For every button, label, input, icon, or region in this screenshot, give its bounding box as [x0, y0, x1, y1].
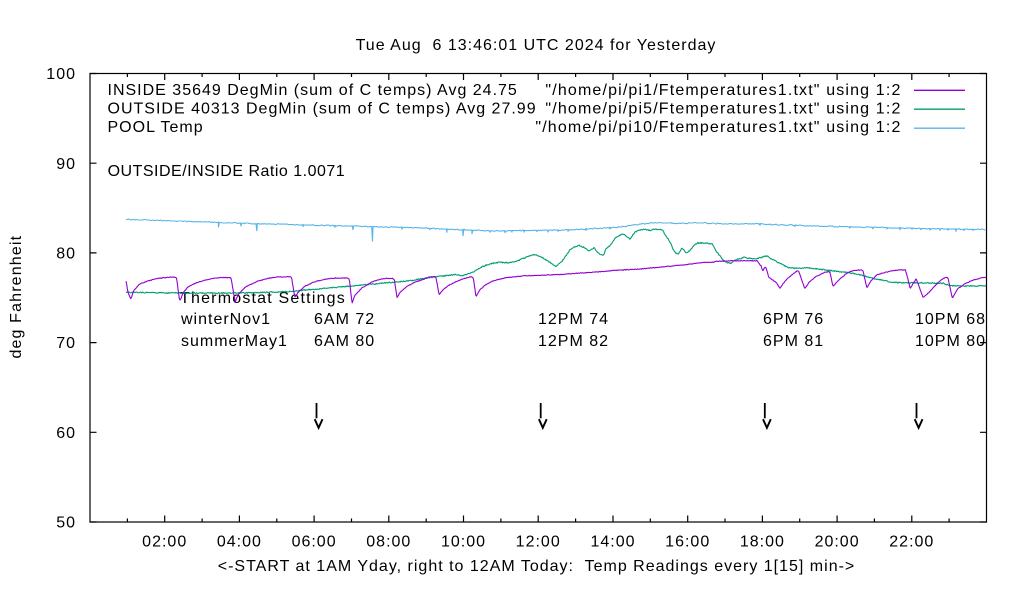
svg-text:02:00: 02:00: [142, 534, 187, 551]
svg-text:summerMay1: summerMay1: [181, 333, 288, 350]
svg-text:POOL Temp: POOL Temp: [108, 119, 204, 136]
svg-text:12PM 74: 12PM 74: [538, 311, 609, 328]
svg-text:INSIDE 35649 DegMin (sum of C: INSIDE 35649 DegMin (sum of C temps) Avg…: [108, 82, 518, 99]
svg-text:70: 70: [56, 335, 76, 352]
svg-text:"/home/pi/pi1/Ftemperatures1.t: "/home/pi/pi1/Ftemperatures1.txt" using …: [545, 82, 901, 99]
svg-text:"/home/pi/pi5/Ftemperatures1.t: "/home/pi/pi5/Ftemperatures1.txt" using …: [545, 101, 901, 118]
svg-text:OUTSIDE 40313 DegMin (sum of C: OUTSIDE 40313 DegMin (sum of C temps) Av…: [108, 101, 537, 118]
svg-text:"/home/pi/pi10/Ftemperatures1.: "/home/pi/pi10/Ftemperatures1.txt" using…: [535, 119, 901, 136]
svg-text:6AM 72: 6AM 72: [314, 311, 375, 328]
svg-text:18:00: 18:00: [740, 534, 785, 551]
svg-text:10PM 68: 10PM 68: [915, 311, 986, 328]
svg-text:100: 100: [46, 66, 76, 83]
svg-text:20:00: 20:00: [815, 534, 860, 551]
svg-text:Thermostat Settings: Thermostat Settings: [180, 290, 346, 307]
svg-text:50: 50: [56, 515, 76, 532]
svg-text:<-START at 1AM Yday, right to: <-START at 1AM Yday, right to 12AM Today…: [218, 558, 856, 575]
svg-text:deg Fahrenheit: deg Fahrenheit: [8, 235, 25, 359]
svg-text:Tue Aug 6 13:46:01 UTC 2024 f: Tue Aug 6 13:46:01 UTC 2024 for Yesterda…: [356, 37, 717, 54]
svg-text:04:00: 04:00: [217, 534, 262, 551]
svg-text:10:00: 10:00: [441, 534, 486, 551]
svg-text:winterNov1: winterNov1: [180, 311, 271, 328]
svg-text:06:00: 06:00: [292, 534, 337, 551]
svg-text:10PM 80: 10PM 80: [915, 333, 986, 350]
svg-text:6PM 81: 6PM 81: [763, 333, 824, 350]
svg-text:14:00: 14:00: [590, 534, 635, 551]
svg-text:16:00: 16:00: [665, 534, 710, 551]
svg-text:08:00: 08:00: [366, 534, 411, 551]
svg-text:90: 90: [56, 156, 76, 173]
svg-text:12:00: 12:00: [516, 534, 561, 551]
svg-text:OUTSIDE/INSIDE Ratio 1.0071: OUTSIDE/INSIDE Ratio 1.0071: [108, 163, 346, 180]
svg-text:22:00: 22:00: [889, 534, 934, 551]
svg-text:60: 60: [56, 425, 76, 442]
svg-text:6AM 80: 6AM 80: [314, 333, 375, 350]
svg-text:80: 80: [56, 246, 76, 263]
svg-text:6PM 76: 6PM 76: [763, 311, 824, 328]
svg-text:12PM 82: 12PM 82: [538, 333, 609, 350]
